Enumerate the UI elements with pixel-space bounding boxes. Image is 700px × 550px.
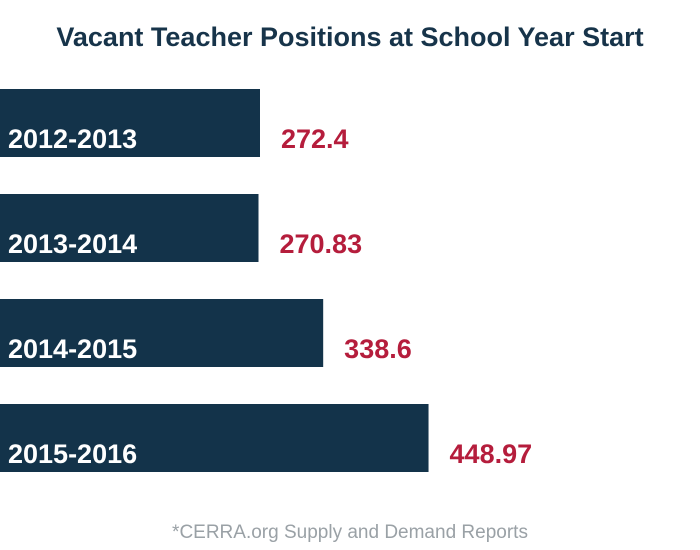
chart-title: Vacant Teacher Positions at School Year …	[56, 22, 644, 52]
value-label: 338.6	[344, 334, 412, 364]
category-label: 2013-2014	[8, 229, 137, 259]
bar-2014-2015	[0, 299, 324, 367]
value-label: 272.4	[281, 124, 349, 154]
bar-2013-2014	[0, 194, 259, 262]
value-label: 448.97	[450, 439, 533, 469]
category-label: 2012-2013	[8, 124, 137, 154]
value-label: 270.83	[280, 229, 363, 259]
bar-2015-2016	[0, 404, 429, 472]
category-label: 2015-2016	[8, 439, 137, 469]
category-label: 2014-2015	[8, 334, 137, 364]
bar-2012-2013	[0, 89, 260, 157]
source-note: *CERRA.org Supply and Demand Reports	[172, 522, 528, 543]
